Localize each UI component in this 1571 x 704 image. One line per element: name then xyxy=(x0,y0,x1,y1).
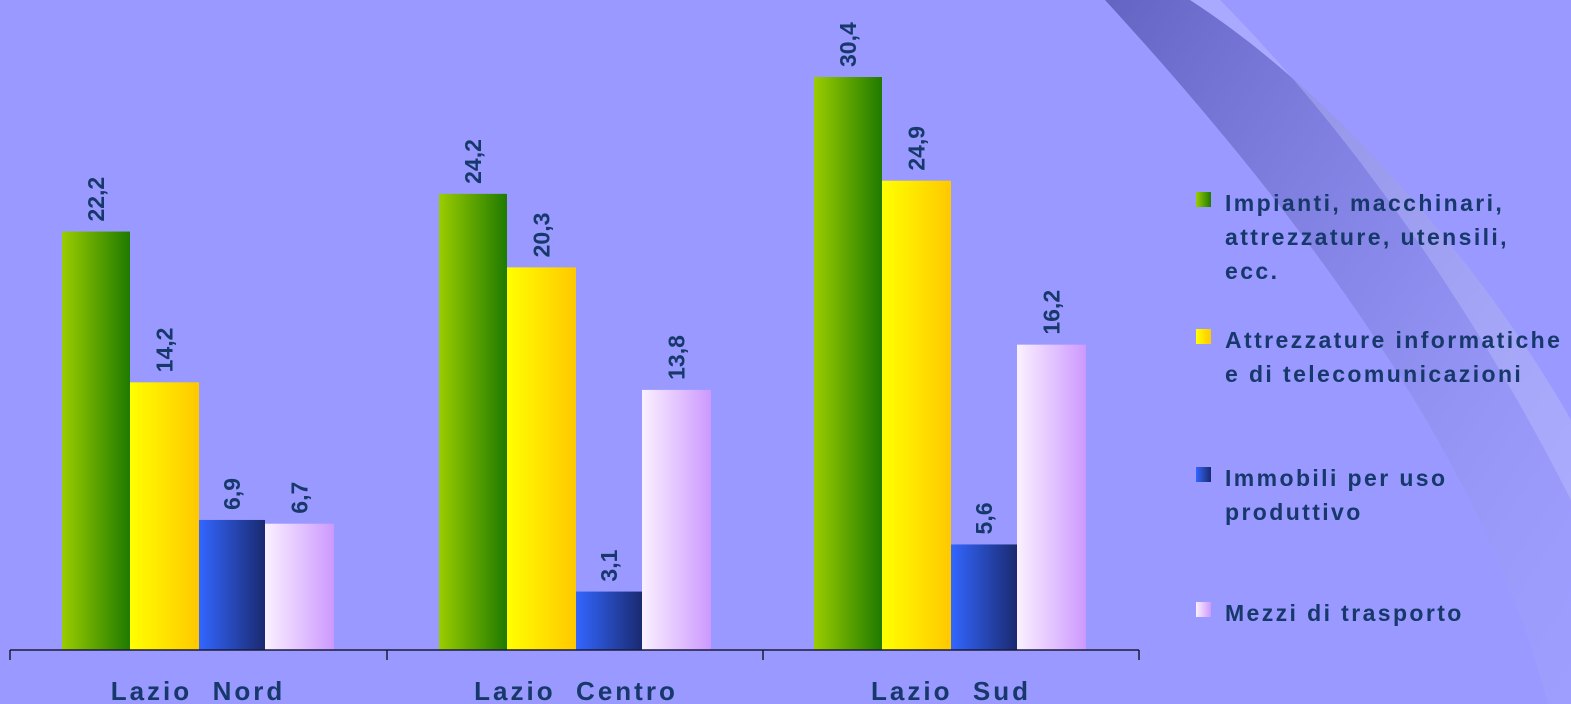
legend-label: Attrezzature informatiche e di telecomun… xyxy=(1225,327,1563,387)
data-label: 30,4 xyxy=(835,22,861,67)
legend-item-immobili: Immobili per uso produttivo xyxy=(1196,461,1565,529)
data-label: 14,2 xyxy=(152,328,178,373)
bar-2-0 xyxy=(814,77,882,650)
legend-label: Impianti, macchinari, attrezzature, uten… xyxy=(1225,190,1509,284)
legend-swatch-blue xyxy=(1196,467,1211,482)
data-label: 24,2 xyxy=(460,139,486,184)
data-label: 16,2 xyxy=(1039,290,1065,335)
bar-1-3 xyxy=(642,389,711,650)
bar-0-1 xyxy=(130,382,199,650)
bar-2-1 xyxy=(882,180,951,650)
legend-label: Immobili per uso produttivo xyxy=(1225,465,1448,525)
category-label: Lazio Nord xyxy=(111,676,286,704)
bar-1-0 xyxy=(439,193,507,650)
data-label: 6,9 xyxy=(219,478,245,510)
bar-0-0 xyxy=(62,231,130,650)
data-label: 3,1 xyxy=(596,549,622,581)
bar-2-2 xyxy=(951,544,1017,650)
background-swoosh xyxy=(1105,0,1571,704)
category-label: Lazio Centro xyxy=(474,676,678,704)
bar-1-2 xyxy=(576,591,642,650)
bar-2-3 xyxy=(1017,344,1086,650)
legend-item-impianti: Impianti, macchinari, attrezzature, uten… xyxy=(1196,186,1565,288)
legend-item-attrezzature-informatiche: Attrezzature informatiche e di telecomun… xyxy=(1196,323,1565,391)
data-label: 22,2 xyxy=(83,177,109,222)
legend-label: Mezzi di trasporto xyxy=(1225,600,1464,626)
data-label: 5,6 xyxy=(971,502,997,534)
data-label: 20,3 xyxy=(529,213,555,258)
bar-0-2 xyxy=(199,519,265,650)
legend-swatch-yellow xyxy=(1196,329,1211,344)
bar-0-3 xyxy=(265,523,334,650)
data-label: 13,8 xyxy=(664,335,690,380)
legend-swatch-green xyxy=(1196,192,1211,207)
data-label: 24,9 xyxy=(904,126,930,171)
legend-item-mezzi-di-trasporto: Mezzi di trasporto xyxy=(1196,596,1565,630)
category-label: Lazio Sud xyxy=(871,676,1031,704)
legend-swatch-lilac xyxy=(1196,602,1211,617)
data-label: 6,7 xyxy=(287,482,313,514)
bar-1-1 xyxy=(507,267,576,650)
